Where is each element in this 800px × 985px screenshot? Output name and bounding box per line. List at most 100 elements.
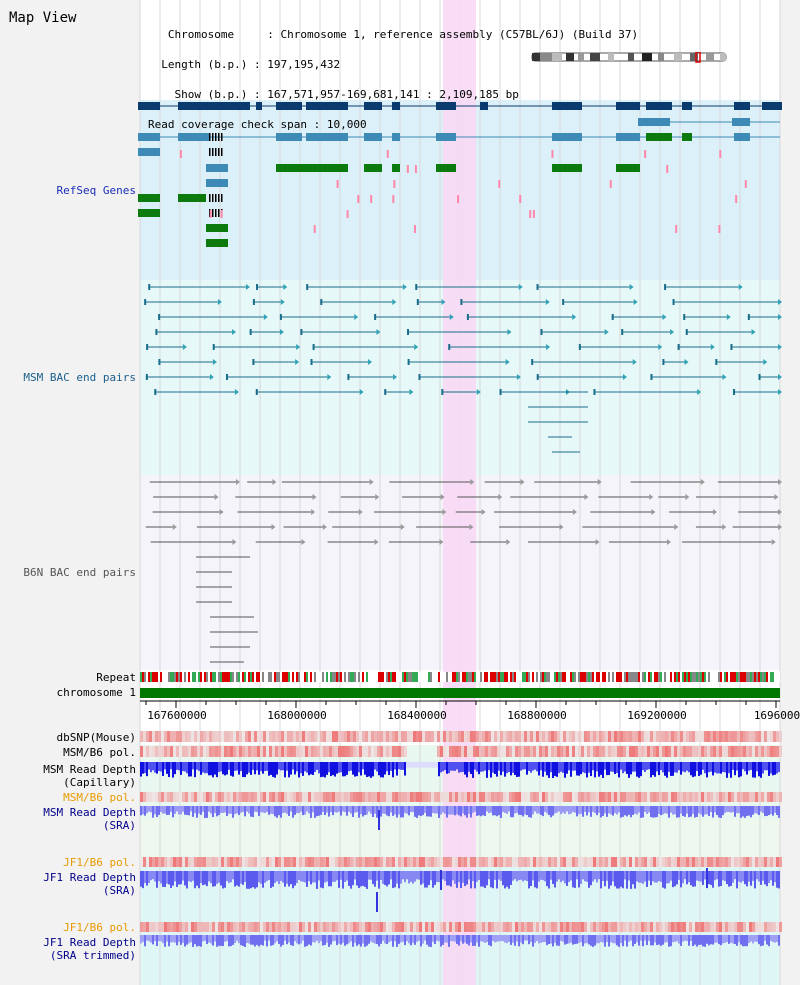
depth-bar — [552, 762, 554, 778]
track-label-chromosome[interactable]: chromosome 1 — [56, 686, 136, 699]
depth-bar — [248, 935, 250, 944]
repeat-segment — [766, 672, 768, 682]
track-label-jf1-depth-trimmed[interactable]: JF1 Read Depth — [43, 936, 136, 949]
track-label-msm-b6-pol-2[interactable]: MSM/B6 pol. — [63, 791, 136, 804]
repeat-segment — [184, 672, 186, 682]
track-label-msm-depth-sra[interactable]: MSM Read Depth — [43, 806, 136, 819]
pol-cell — [551, 857, 554, 867]
depth-bar — [194, 935, 196, 945]
track-label-jf1-b6-pol-2[interactable]: JF1/B6 pol. — [63, 921, 136, 934]
depth-bar — [730, 806, 732, 813]
track-label-msm-bac[interactable]: MSM BAC end pairs — [23, 371, 136, 384]
repeat-segment — [428, 672, 430, 682]
pol-cell — [710, 731, 713, 742]
pol-cell — [476, 746, 479, 757]
pol-cell — [665, 792, 668, 802]
track-label-jf1-b6-pol-1[interactable]: JF1/B6 pol. — [63, 856, 136, 869]
pol-cell — [257, 731, 260, 742]
repeat-segment — [418, 672, 420, 682]
track-label-refseq[interactable]: RefSeq Genes — [56, 184, 136, 197]
depth-bar — [702, 806, 704, 817]
track-label-b6n-bac[interactable]: B6N BAC end pairs — [23, 566, 136, 579]
depth-bar — [606, 871, 608, 881]
pol-cell — [389, 731, 392, 742]
depth-bar — [376, 762, 378, 772]
pol-cell — [557, 731, 560, 742]
pol-cell — [485, 731, 488, 742]
track-label-repeat[interactable]: Repeat — [96, 671, 136, 684]
repeat-segment — [728, 672, 730, 682]
pol-cell — [503, 731, 506, 742]
pol-cell — [194, 731, 197, 742]
pol-cell — [155, 731, 158, 742]
track-label-msm-depth-capillary[interactable]: MSM Read Depth — [43, 763, 136, 776]
pol-cell — [284, 731, 287, 742]
depth-bar — [152, 762, 154, 771]
depth-bar — [400, 762, 402, 770]
pol-cell — [629, 792, 632, 802]
depth-bar — [710, 806, 712, 813]
depth-bar — [710, 935, 712, 945]
exon-mark — [221, 148, 223, 156]
depth-bar — [386, 871, 388, 887]
depth-bar — [300, 762, 302, 774]
repeat-segment — [160, 672, 162, 682]
chromosome-ideogram[interactable] — [530, 52, 730, 66]
repeat-segment — [604, 672, 606, 682]
depth-bar — [258, 806, 260, 816]
depth-bar — [754, 871, 756, 889]
depth-bar — [578, 935, 580, 944]
pol-cell — [218, 857, 221, 867]
depth-bar — [358, 762, 360, 773]
depth-bar — [492, 935, 494, 941]
pol-cell — [446, 746, 449, 757]
track-label-jf1-depth-sra[interactable]: JF1 Read Depth — [43, 871, 136, 884]
pol-cell — [254, 792, 257, 802]
depth-bar — [270, 762, 272, 775]
pol-cell — [329, 857, 332, 867]
depth-bar — [240, 871, 242, 884]
depth-bar — [184, 935, 186, 947]
depth-bar — [546, 806, 548, 814]
repeat-segment — [608, 672, 610, 682]
depth-bar — [446, 935, 448, 943]
pol-cell — [425, 922, 428, 932]
pol-cell — [359, 746, 362, 757]
msm-bac-end — [296, 344, 301, 350]
track-label-dbsnp[interactable]: dbSNP(Mouse) — [56, 731, 136, 744]
depth-bar — [450, 871, 452, 887]
depth-bar — [492, 871, 494, 889]
pol-cell — [557, 857, 560, 867]
pol-cell — [299, 922, 302, 932]
repeat-segment — [504, 672, 506, 682]
pol-cell — [263, 746, 266, 757]
depth-bar — [346, 871, 348, 881]
pol-cell — [464, 792, 467, 802]
depth-bar — [550, 762, 552, 773]
track-label-msm-b6-pol-1[interactable]: MSM/B6 pol. — [63, 746, 136, 759]
repeat-segment — [494, 672, 496, 682]
pol-cell — [716, 731, 719, 742]
repeat-segment — [336, 672, 338, 682]
pol-cell — [755, 746, 758, 757]
depth-bar — [498, 762, 500, 771]
depth-bar — [520, 806, 522, 815]
pol-cell — [392, 922, 395, 932]
depth-bar — [362, 935, 364, 944]
msm-bac-end — [409, 389, 414, 395]
depth-bar — [684, 935, 686, 941]
repeat-segment — [166, 672, 168, 682]
depth-bar — [262, 935, 264, 946]
depth-bar — [214, 871, 216, 887]
depth-bar — [232, 871, 234, 880]
depth-bar — [488, 871, 490, 880]
msm-bac-end — [374, 314, 377, 320]
pol-cell — [329, 792, 332, 802]
pol-cell — [560, 746, 563, 757]
pol-cell — [446, 922, 449, 932]
pol-cell — [173, 857, 176, 867]
repeat-segment — [220, 672, 222, 682]
b6n-bac-end — [498, 494, 503, 500]
pol-cell — [512, 731, 515, 742]
